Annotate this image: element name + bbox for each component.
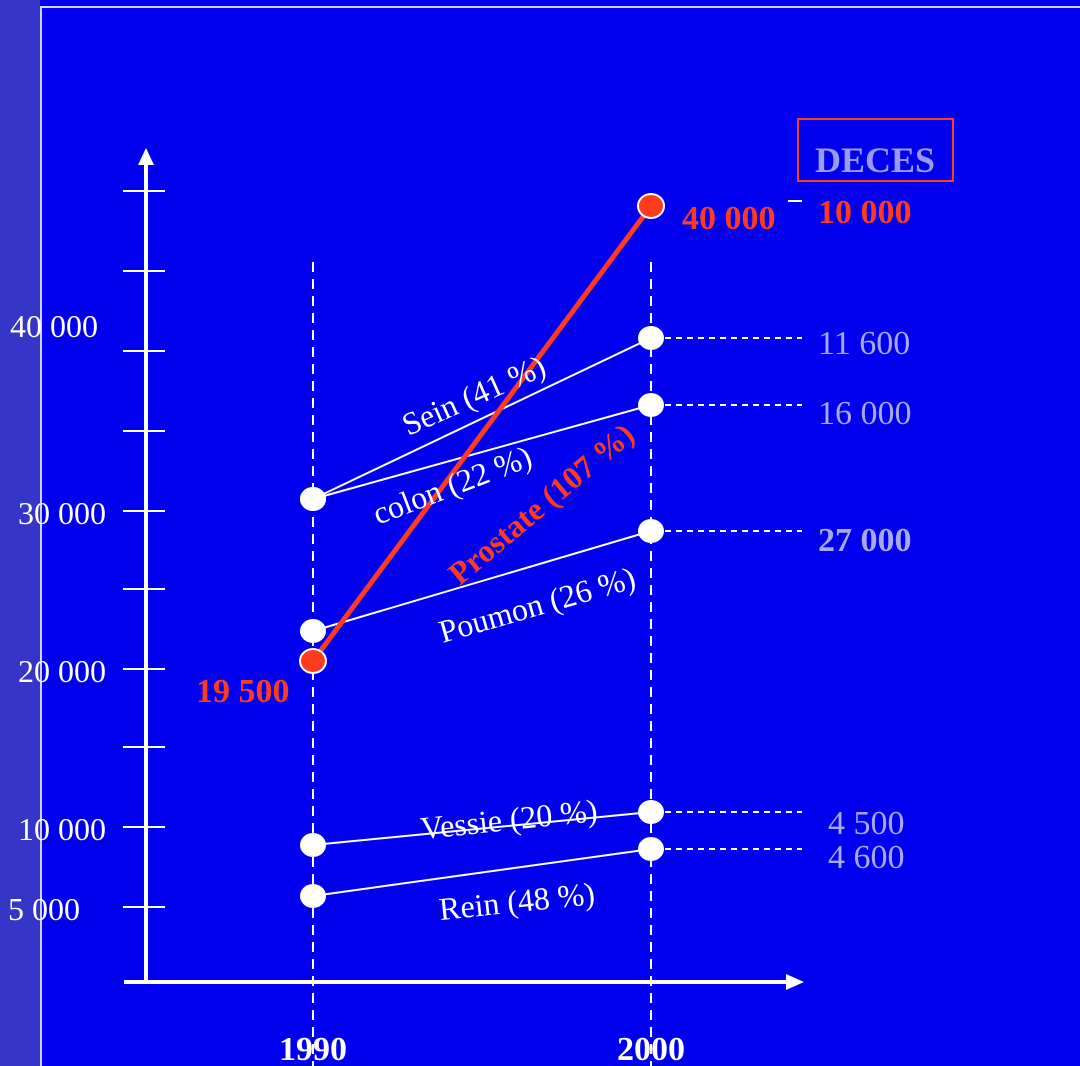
prostate-start-value: 19 500 <box>196 673 290 710</box>
series-point <box>638 837 664 861</box>
death-count-label: 4 600 <box>828 839 905 876</box>
series-line <box>312 848 652 897</box>
y-ticks: 5 000 10 000 20 000 30 000 40 000 <box>8 190 165 927</box>
death-count-label: 11 600 <box>818 325 910 362</box>
axes <box>124 148 804 990</box>
series-point <box>638 326 664 350</box>
series-line <box>312 337 652 500</box>
series-point <box>300 884 326 908</box>
death-count-label: 10 000 <box>818 194 912 231</box>
death-count-label: 27 000 <box>818 522 912 559</box>
series-line <box>312 404 652 500</box>
death-count-label: 4 500 <box>828 805 905 842</box>
y-axis-arrow <box>138 148 154 165</box>
series-label: Sein (41 %) <box>396 347 550 442</box>
deces-header-box <box>797 118 954 182</box>
y-tick-label: 5 000 <box>8 891 80 927</box>
y-tick-label: 10 000 <box>18 811 106 847</box>
series-point <box>638 519 664 543</box>
x-tick-label: 2000 <box>617 1031 685 1066</box>
deces-header: DECES <box>815 140 935 180</box>
death-count-label: 16 000 <box>818 395 912 432</box>
prostate-point <box>637 193 665 219</box>
series-line <box>312 811 652 846</box>
x-axis-arrow <box>786 974 804 990</box>
series-point <box>300 619 326 643</box>
points <box>299 193 665 908</box>
series-label: Rein (48 %) <box>437 875 596 927</box>
y-tick-label: 40 000 <box>10 308 98 344</box>
series-point <box>300 487 326 511</box>
slide-frame <box>40 6 1080 1066</box>
series-point <box>300 833 326 857</box>
series-line <box>310 204 654 663</box>
y-tick-label: 30 000 <box>18 495 106 531</box>
series-line <box>312 530 652 632</box>
series-point <box>638 393 664 417</box>
left-band <box>0 0 40 1066</box>
prostate-point <box>299 648 327 674</box>
series-lines <box>310 204 654 897</box>
series-label: Vessie (20 %) <box>419 792 600 846</box>
y-tick-label: 20 000 <box>18 653 106 689</box>
series-point <box>638 800 664 824</box>
x-tick-label: 1990 <box>279 1031 347 1066</box>
guides: 1990 2000 <box>279 262 802 1066</box>
prostate-end-value: 40 000 <box>682 200 776 237</box>
